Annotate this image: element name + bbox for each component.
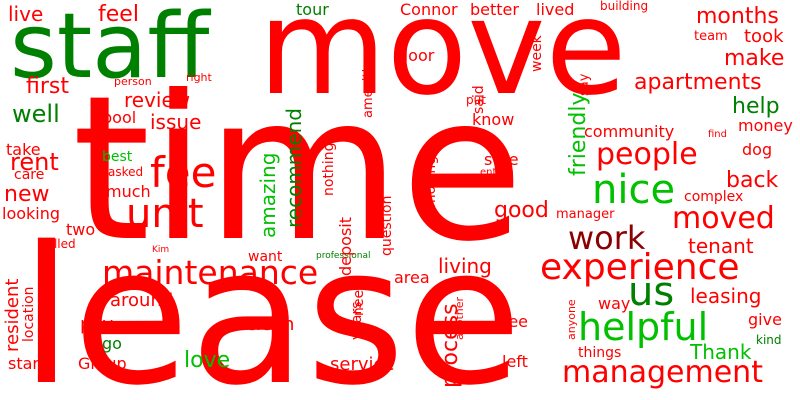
word-apartments: apartments (634, 70, 762, 95)
word-feel: feel (98, 2, 139, 27)
word-called: called (40, 237, 76, 251)
word-recommend: recommend (282, 108, 306, 228)
word-amenities: amenities (361, 54, 376, 118)
word-left: left (502, 352, 528, 371)
word-time: time (72, 53, 524, 286)
word-person: person (114, 75, 152, 88)
word-find: find (708, 129, 727, 140)
word-two: two (66, 220, 96, 239)
word-amazing: amazing (256, 152, 280, 238)
word-trash: trash (39, 302, 55, 338)
word-professional: professional (316, 251, 371, 261)
word-work: work (568, 219, 646, 257)
word-tenant: tenant (688, 234, 754, 258)
word-much: much (106, 182, 151, 201)
word-management: management (562, 355, 763, 390)
word-pay: pay (80, 314, 114, 335)
word-back: back (726, 168, 779, 193)
word-take: take (6, 140, 41, 159)
word-help: help (732, 94, 780, 119)
word-took: took (744, 26, 784, 47)
word-want: want (248, 249, 283, 265)
word-nothing: nothing (321, 142, 337, 196)
word-nice: nice (592, 167, 676, 213)
word-connor: Connor (400, 0, 458, 19)
word-things: things (578, 345, 622, 361)
word-service: service (330, 354, 395, 375)
word-issue: issue (150, 110, 202, 134)
word-area: area (394, 268, 430, 287)
word-experience: experience (540, 247, 740, 288)
word-question: question (379, 195, 395, 256)
word-unit: unit (126, 191, 204, 237)
word-sure: sure (484, 150, 519, 169)
word-best: best (102, 149, 133, 165)
word-staff: staff (10, 0, 210, 99)
word-care: care (14, 167, 45, 183)
word-anyone: anyone (565, 299, 578, 340)
word-well: well (12, 100, 60, 128)
word-now: now (295, 211, 310, 238)
word-dog: dog (742, 140, 773, 159)
word-love: love (184, 348, 231, 373)
word-live: live (8, 2, 44, 26)
word-move: move (258, 0, 627, 125)
word-months: months (696, 4, 779, 29)
word-asked: asked (108, 165, 144, 179)
word-looking: looking (2, 204, 61, 223)
word-good: good (494, 198, 549, 223)
word-deposit: deposit (336, 217, 355, 276)
word-entire: entire (480, 167, 510, 178)
word-make: make (724, 46, 785, 71)
word-moving: moving (423, 155, 439, 208)
word-star: star (8, 354, 39, 373)
word-team: team (694, 29, 728, 44)
word-door: door (398, 46, 435, 65)
word-group: Group (78, 354, 127, 373)
word-manager: manager (556, 207, 615, 222)
word-people: people (596, 137, 698, 172)
word-better: better (470, 0, 519, 19)
word-said: said (471, 85, 487, 114)
word-community: community (584, 122, 675, 141)
word-need: need (351, 281, 367, 316)
word-complex: complex (684, 189, 744, 205)
word-us: us (628, 269, 675, 315)
word-go: go (102, 334, 122, 353)
word-money: money (738, 116, 793, 135)
word-fee: fee (150, 148, 217, 197)
word-tour: tour (296, 0, 329, 19)
word-see: see (500, 312, 529, 331)
word-living: living (438, 254, 492, 278)
word-lived: lived (536, 0, 575, 19)
word-location: location (21, 286, 37, 342)
word-know: know (472, 110, 515, 129)
word-moved: moved (672, 201, 775, 236)
word-building: building (600, 0, 649, 13)
word-right: right (186, 71, 212, 84)
word-kind: kind (756, 333, 782, 347)
word-give: give (748, 310, 782, 329)
word-kim: Kim (152, 245, 170, 255)
word-resident: resident (2, 278, 23, 352)
word-leasing: leasing (690, 284, 762, 308)
word-review: review (124, 88, 191, 112)
word-clean: clean (246, 314, 295, 335)
word-week: week (529, 35, 545, 72)
word-around: around (110, 290, 174, 311)
word-first: first (26, 74, 69, 99)
word-put: put (466, 93, 486, 107)
word-thank: Thank (690, 340, 752, 364)
word-another: another (453, 296, 466, 340)
word-helpful: helpful (578, 305, 709, 349)
word-new: new (4, 182, 50, 207)
word-way: way (598, 294, 631, 313)
word-friendly: friendly (566, 92, 591, 176)
word-maintenance: maintenance (102, 253, 319, 292)
word-rent: rent (10, 148, 59, 176)
word-pool: pool (102, 108, 137, 127)
word-lease: lease (20, 206, 522, 400)
